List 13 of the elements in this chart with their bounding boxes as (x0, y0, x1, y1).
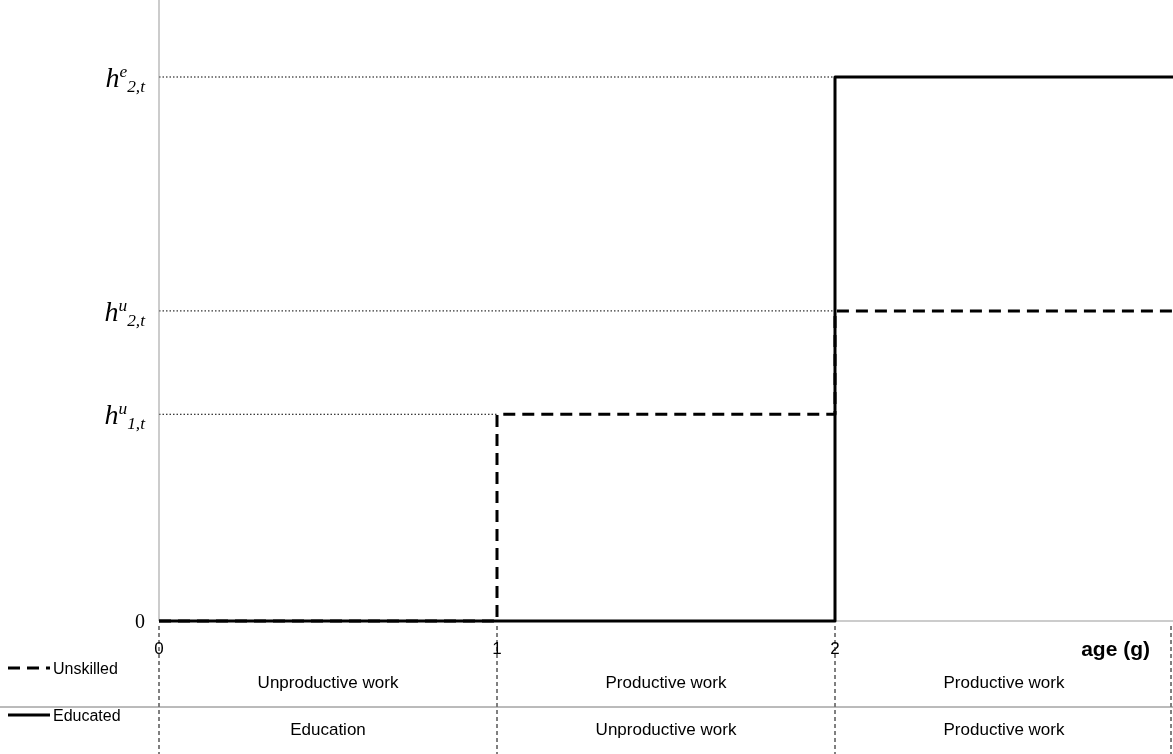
x-tick-label: 0 (154, 639, 164, 658)
legend-label: Educated (53, 707, 121, 724)
legend-label: Unskilled (53, 660, 118, 677)
x-tick-label: 1 (492, 639, 502, 658)
text: Productive work (943, 720, 1065, 739)
x-tick-label: 2 (830, 639, 840, 658)
text: 0 (135, 610, 145, 632)
text: Productive work (943, 673, 1065, 692)
text: Education (290, 720, 366, 739)
text: Productive work (605, 673, 727, 692)
x-axis-title: age (g) (1081, 637, 1150, 660)
text: Unproductive work (257, 673, 399, 692)
text: Unproductive work (595, 720, 737, 739)
